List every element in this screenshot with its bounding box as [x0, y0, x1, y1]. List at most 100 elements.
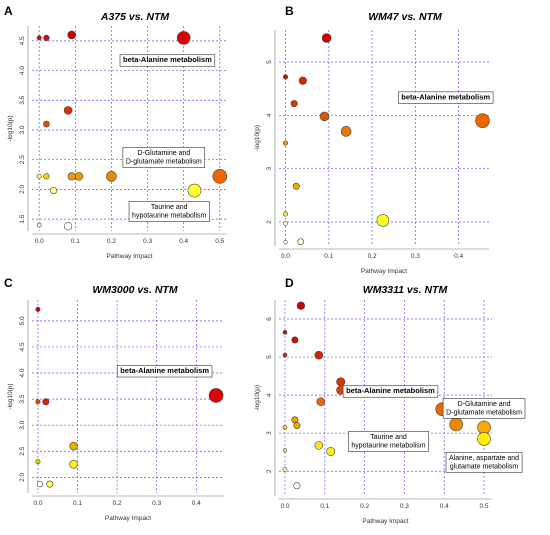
annotation-text: Alanine, aspartate and: [449, 455, 519, 462]
y-axis-label: -log10(p): [7, 115, 14, 141]
data-point: [290, 100, 298, 108]
data-point: [282, 140, 288, 146]
data-point: [316, 397, 326, 406]
annotation-frame: [342, 385, 439, 398]
annotation-text: D-Glutamine and: [137, 150, 190, 157]
panel-letter: B: [285, 4, 294, 18]
x-tick-label: 0.3: [400, 503, 409, 510]
x-tick-label: 0.0: [35, 238, 44, 245]
data-point: [314, 350, 324, 360]
data-point: [326, 446, 336, 456]
data-point: [336, 377, 346, 387]
data-point: [297, 238, 304, 246]
annotation-box: beta-Alanine metabolism: [119, 54, 216, 67]
annotation-frame: [442, 398, 526, 419]
data-point: [176, 31, 191, 45]
panel-title: WM3000 vs. NTM: [92, 284, 177, 296]
x-tick-label: 0.2: [360, 503, 369, 510]
data-point: [282, 74, 288, 80]
x-tick-label: 0.5: [215, 238, 224, 245]
annotation-text: hypotaurine metabolism: [351, 442, 425, 449]
data-point: [291, 336, 299, 344]
y-axis-label: -log10(p): [7, 383, 14, 409]
annotation-text: D-glutamate metabolism: [126, 158, 202, 165]
data-point: [69, 460, 78, 469]
x-tick-label: 0.2: [107, 238, 116, 245]
data-point: [298, 76, 307, 85]
y-tick-label: 3.5: [19, 394, 26, 403]
annotation-frame: [398, 91, 494, 104]
data-point: [283, 221, 288, 226]
data-point: [475, 113, 490, 128]
panel-d: D WM3311 vs. NTM 0.0 0.1 0.2 0.3 0.4 0.5 2 3 4 5 6 Pa…: [254, 276, 526, 525]
y-tick-label: 3: [266, 431, 273, 435]
data-point: [43, 173, 50, 180]
x-tick-label: 0.4: [454, 253, 463, 260]
annotation-box: beta-Alanine metabolism: [342, 385, 439, 398]
panel-letter: A: [4, 4, 13, 18]
panel-title: WM47 vs. NTM: [368, 11, 442, 23]
data-point: [35, 459, 41, 465]
y-tick-label: 4: [266, 113, 273, 117]
data-point: [293, 422, 301, 430]
data-point: [212, 169, 228, 184]
data-point: [67, 30, 77, 40]
annotation-frame: [445, 452, 523, 473]
data-point: [282, 425, 288, 430]
panel-title: WM3311 vs. NTM: [363, 284, 448, 296]
y-tick-label: 2.0: [19, 185, 26, 194]
y-tick-label: 4.0: [19, 66, 26, 75]
data-point: [314, 441, 324, 450]
data-point: [293, 482, 301, 490]
data-point: [477, 420, 491, 435]
annotation-frame: [348, 431, 429, 452]
data-point: [296, 301, 305, 310]
annotation-text: beta-Alanine metabolism: [346, 386, 435, 395]
data-point: [477, 432, 491, 446]
data-point: [42, 398, 50, 406]
annotation-box: beta-Alanine metabolism: [398, 91, 494, 104]
x-tick-label: 0.1: [320, 503, 329, 510]
y-tick-label: 5: [266, 60, 273, 64]
y-tick-label: 3: [266, 166, 273, 170]
data-point: [43, 120, 50, 128]
x-tick-label: 0.4: [440, 503, 449, 510]
y-tick-label: 5: [266, 355, 273, 359]
annotation-box: beta-Alanine metabolism: [116, 365, 213, 378]
annotation-frame: [119, 54, 216, 67]
x-tick-label: 0.3: [152, 500, 161, 507]
annotation-text: hypotaurine metabolism: [132, 213, 206, 220]
data-point: [282, 211, 288, 217]
x-tick-label: 0.1: [73, 500, 82, 507]
x-tick-label: 0.0: [33, 500, 42, 507]
data-point: [449, 417, 463, 432]
y-tick-label: 2: [266, 220, 273, 224]
y-tick-label: 3.0: [19, 125, 26, 134]
y-tick-label: 5.0: [19, 316, 26, 325]
data-point: [321, 33, 332, 43]
y-tick-label: 4.5: [19, 36, 26, 45]
x-tick-label: 0.1: [324, 253, 333, 260]
annotation-text: Taurine and: [370, 434, 407, 441]
x-axis-label: Pathway Impact: [105, 515, 151, 522]
y-tick-label: 1.5: [19, 214, 26, 223]
data-point: [208, 388, 224, 403]
annotation-text: beta-Alanine metabolism: [401, 92, 490, 101]
data-point: [50, 187, 58, 195]
panel-b: B WM47 vs. NTM 0.0 0.1 0.2 0.3 0.4 2 3 4 5 Pathway …: [254, 4, 494, 275]
data-point: [36, 35, 42, 41]
data-point: [35, 306, 41, 312]
annotation-text: D-Glutamine and: [458, 401, 511, 408]
annotation-frame: [128, 201, 210, 222]
x-tick-label: 0.3: [143, 238, 152, 245]
y-tick-label: 2.5: [19, 446, 26, 455]
data-point: [69, 441, 78, 451]
data-point: [282, 448, 288, 453]
y-tick-label: 4.0: [19, 368, 26, 377]
data-point: [46, 480, 54, 488]
annotation-frame: [122, 147, 206, 168]
